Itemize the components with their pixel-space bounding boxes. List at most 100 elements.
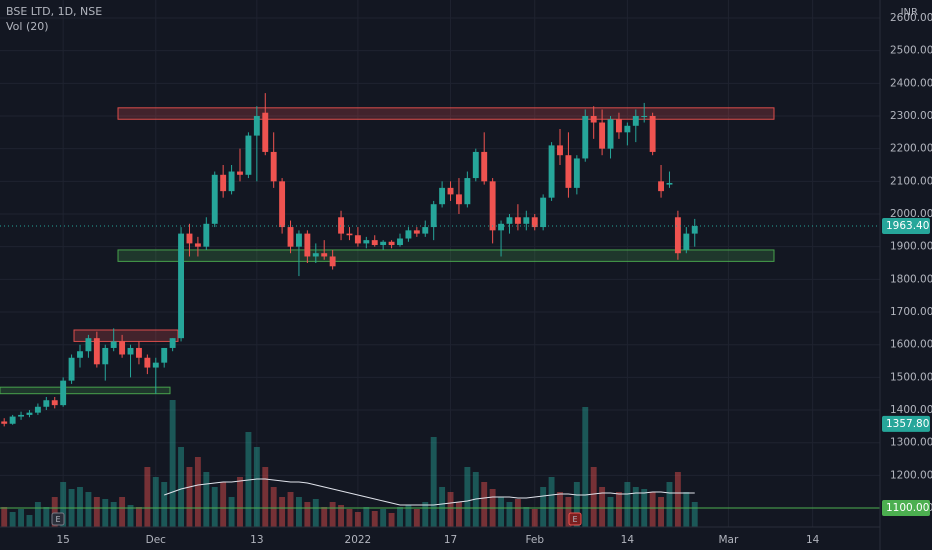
volume-bar [26,515,33,527]
candle-body [481,151,488,182]
axes: 1100.00 1200.00 1300.00 1400.00 1500.00 1600.… [0,12,932,546]
earnings-icon[interactable]: E [51,512,65,526]
candle-body [245,135,252,175]
candle-body [152,362,159,368]
candle-body [599,122,606,149]
zone [117,249,775,262]
volume-bar [346,509,353,527]
last-price-label-bg [882,217,930,234]
candle-body [51,400,58,406]
candle-body [388,241,395,246]
grid [0,0,880,527]
volume-bar [287,492,294,527]
volume-bar [439,487,446,527]
volume-bar [211,487,218,527]
candle-body [127,347,134,355]
volume-bar [616,492,622,527]
volume-bar [312,499,319,527]
zone [0,386,171,395]
candle-body [203,223,210,247]
volume-bar [666,482,673,527]
candle-body [178,233,184,339]
y-tick-label: 2100.00 [890,175,932,187]
volume-bar [430,437,437,527]
symbol-title: BSE LTD, 1D, NSE [6,5,102,18]
volume-bar [506,502,513,527]
candle-body [186,233,193,244]
candle-body [641,115,648,117]
volume-bar [34,502,41,527]
volume-bar [565,497,572,527]
candle-body [472,151,479,179]
candle-body [691,225,698,234]
volume-bar [169,400,176,527]
volume-bar [632,487,639,527]
volume-bar [178,447,184,527]
candle-body [270,151,277,182]
svg-text:E: E [572,515,577,524]
volume-bar [144,467,151,527]
y-tick-label: 1900.00 [890,241,932,253]
volume-bar [270,487,277,527]
candle-body [616,119,622,133]
candle-body [194,243,201,247]
candle-body [43,400,50,407]
candle-body [456,194,462,205]
x-tick-label: 17 [444,534,457,546]
candle-body [68,357,75,381]
marker-price-label-bg [882,415,930,432]
volume-bar [9,512,16,527]
volume-bar [228,497,235,527]
volume-bar [498,497,504,527]
candle-body [540,197,547,228]
candle-body [136,347,142,358]
volume-bar [136,507,142,527]
volume-bar [338,505,344,527]
volume-bar [127,505,134,527]
volume-bar [371,511,378,527]
hline-price-label: 1100.00 [886,502,929,514]
candle-body [557,145,563,156]
candle-body [666,182,673,185]
indicator-title: Vol (20) [6,20,49,33]
candle-body [439,187,446,205]
volume-bar [388,513,395,527]
candle-body [161,347,168,363]
volume-bar [220,482,227,527]
volume-bar [531,509,538,527]
volume-bar [691,502,698,527]
volume-bar [582,407,589,527]
candle-body [346,233,353,236]
candle-body [422,227,429,234]
volume-bar [405,505,412,527]
x-tick-label: 15 [56,534,69,546]
volume-bar [380,509,387,527]
candle-body [144,357,151,368]
candle-body [60,380,67,406]
volume-bar [573,482,580,527]
candle-body [262,112,269,152]
candle-body [658,181,664,192]
candle-body [237,171,243,175]
candle-body [211,174,218,224]
volume-bar [599,487,606,527]
candle-body [397,238,403,246]
y-tick-label: 2400.00 [890,77,932,89]
x-tick-label: 14 [806,534,820,546]
x-tick-label: Mar [719,534,739,546]
candle-body [34,406,41,413]
volume-bar [194,457,201,527]
candle-body [371,240,378,246]
earnings-icon[interactable]: E [568,512,582,526]
candle-body [506,217,513,224]
volume-bar [540,487,547,527]
volume-bar [1,507,8,527]
candle-body [447,187,454,195]
candle-body [380,241,387,246]
candle-body [102,347,109,365]
volume-bar [18,509,24,527]
volume-bar [514,499,521,527]
volume-bar [422,502,429,527]
